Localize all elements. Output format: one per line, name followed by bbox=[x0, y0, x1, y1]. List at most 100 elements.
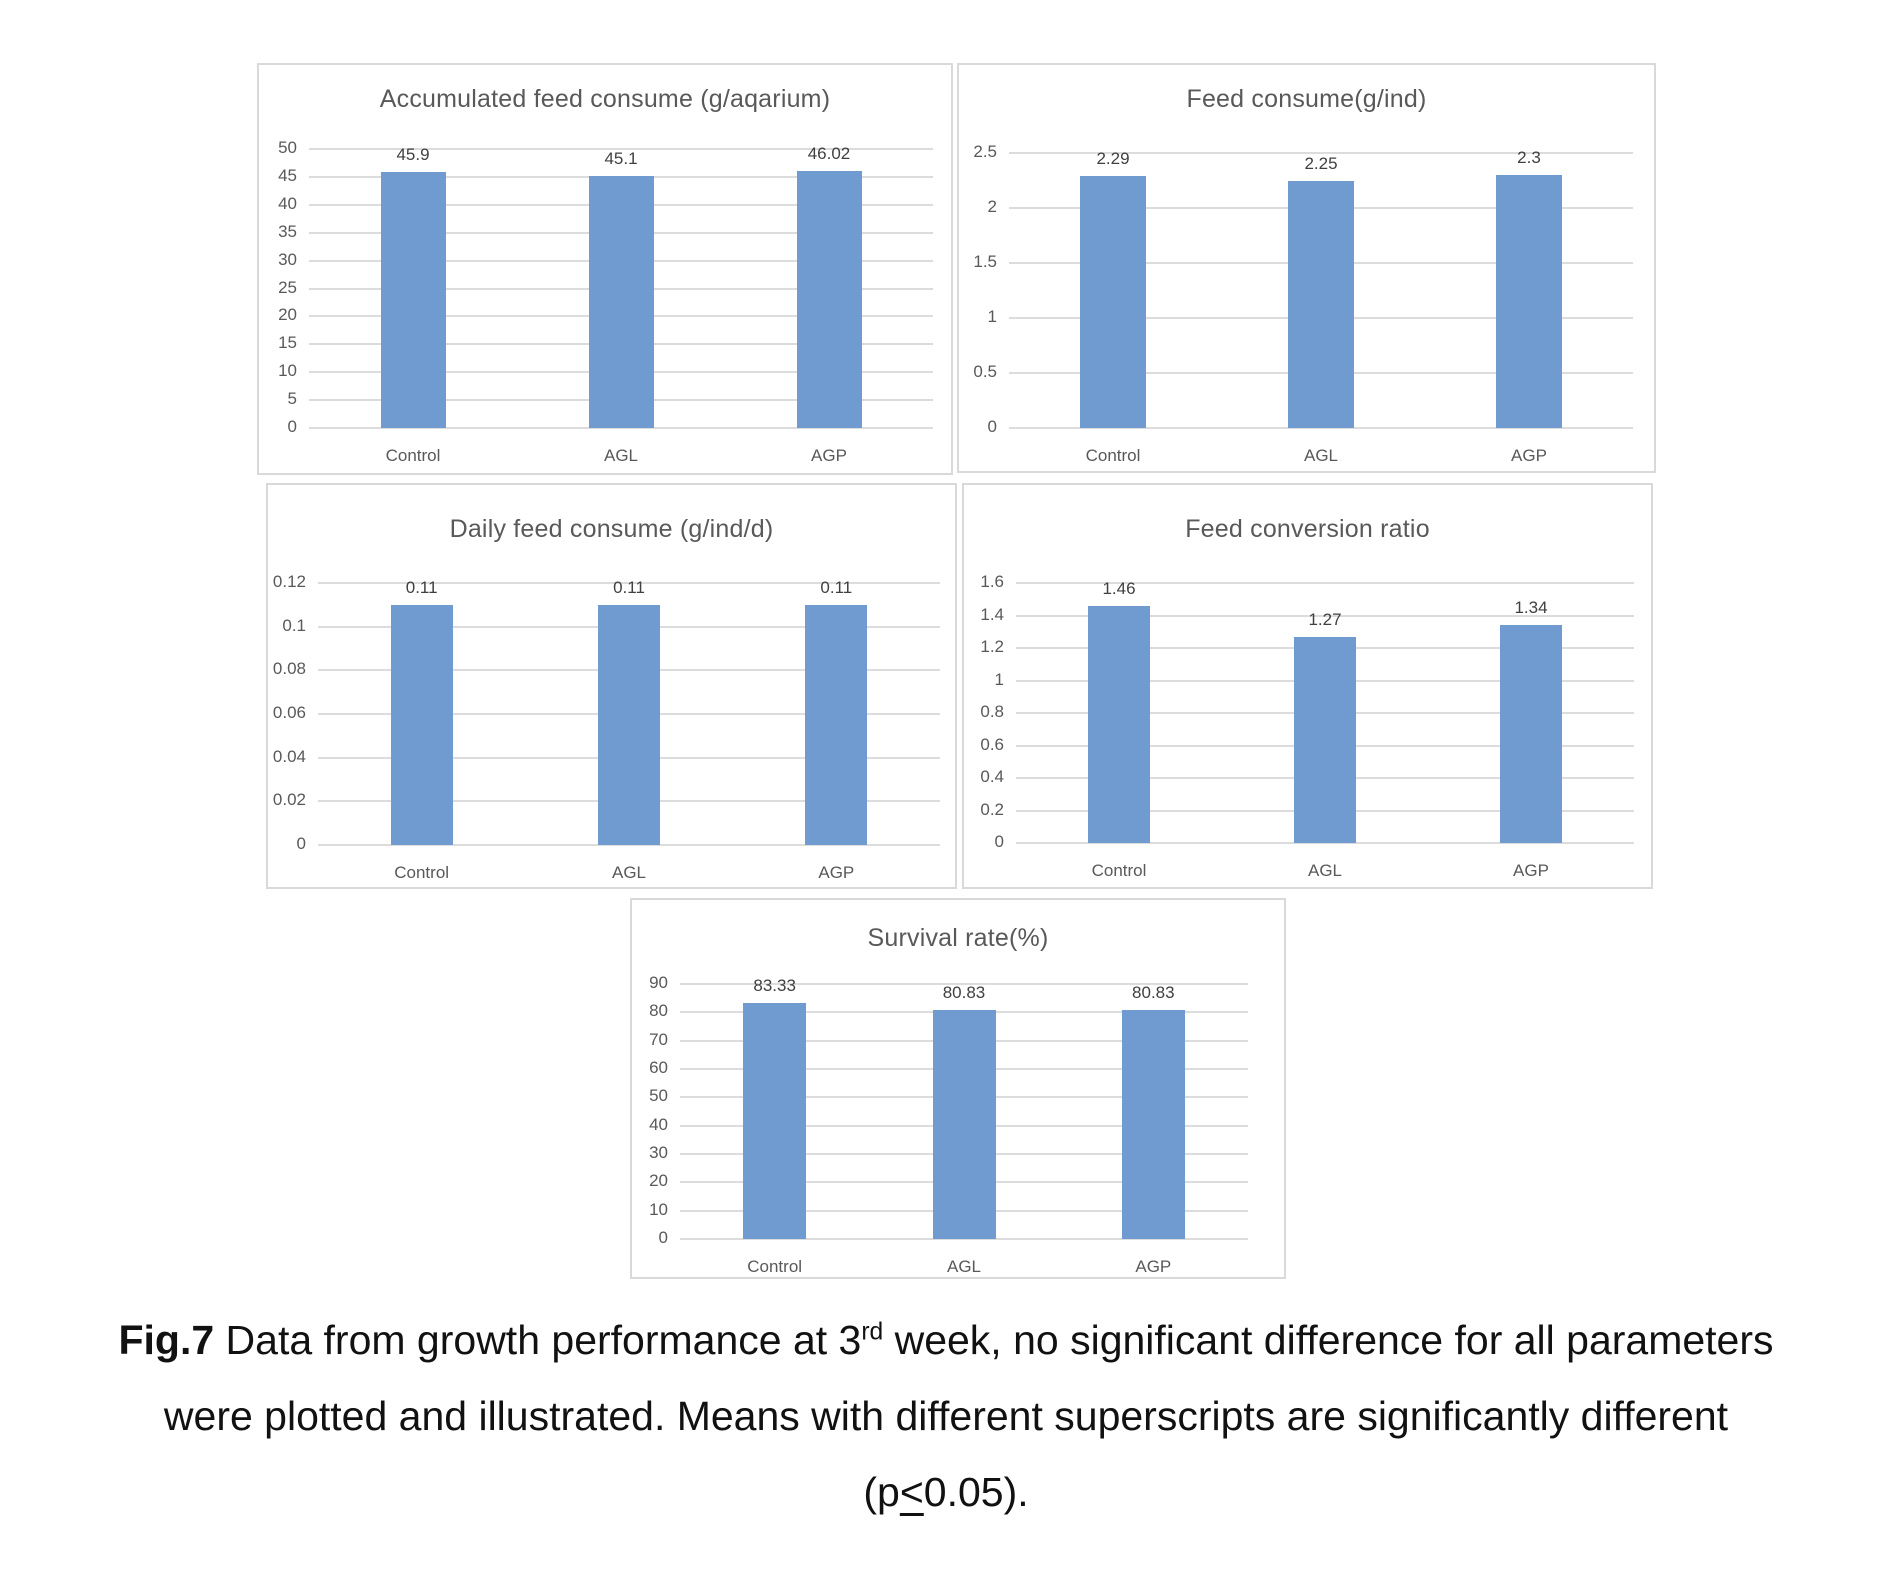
bar-value-label: 80.83 bbox=[942, 982, 986, 1002]
bar-control bbox=[743, 1002, 807, 1239]
bar-value-label: 1.27 bbox=[1308, 609, 1342, 629]
y-axis-tick-label: 0.12 bbox=[272, 572, 306, 591]
x-axis-label: Control bbox=[385, 446, 441, 465]
y-axis-tick-label: 15 bbox=[278, 333, 297, 353]
y-axis-tick-label: 0.4 bbox=[980, 767, 1004, 786]
x-axis-label: AGP bbox=[1513, 861, 1549, 880]
caption-text-3b: 0.05). bbox=[923, 1469, 1029, 1515]
bar-value-label: 80.83 bbox=[1132, 982, 1175, 1002]
x-axis-label: AGL bbox=[1303, 446, 1339, 465]
chart-title: Feed conversion ratio bbox=[1185, 515, 1430, 543]
bar-agp bbox=[1121, 1009, 1185, 1239]
bar-control bbox=[390, 604, 453, 845]
y-axis-tick-label: 20 bbox=[278, 305, 297, 325]
y-axis-tick-label: 35 bbox=[278, 221, 297, 241]
chart-title: Daily feed consume (g/ind/d) bbox=[449, 515, 774, 543]
y-axis-tick-label: 1.5 bbox=[973, 252, 997, 271]
y-axis-tick-label: 0 bbox=[987, 417, 997, 436]
y-axis-tick-label: 0.8 bbox=[980, 702, 1004, 721]
bar-control bbox=[1080, 176, 1146, 428]
chart-panel-accumulated-feed-consume: Accumulated feed consume (g/aqarium) 50 4… bbox=[257, 63, 953, 475]
chart-panel-daily-feed-consume: Daily feed consume (g/ind/d) 0.12 0.1 0.08… bbox=[266, 483, 957, 889]
x-axis-label: AGP bbox=[1511, 446, 1547, 465]
caption-line-1: Fig.7 Data from growth performance at 3r… bbox=[40, 1302, 1852, 1378]
y-axis-tick-label: 0.5 bbox=[973, 362, 997, 381]
bar-value-label: 46.02 bbox=[807, 144, 851, 164]
y-axis-tick-label: 0.2 bbox=[980, 799, 1004, 819]
x-axis-label: AGP bbox=[1135, 1257, 1172, 1276]
y-axis-tick-label: 20 bbox=[649, 1171, 668, 1191]
gridline bbox=[318, 844, 940, 846]
y-axis-tick-label: 30 bbox=[649, 1143, 668, 1162]
y-axis-tick-label: 2 bbox=[987, 197, 997, 216]
figure-caption: Fig.7 Data from growth performance at 3r… bbox=[40, 1302, 1852, 1530]
caption-line-3: (p<0.05). bbox=[40, 1454, 1852, 1530]
caption-text-1a: Data from growth performance at 3 bbox=[214, 1317, 862, 1363]
gridline bbox=[680, 1238, 1248, 1240]
y-axis-tick-label: 1.4 bbox=[980, 604, 1004, 624]
y-axis-tick-label: 1.6 bbox=[980, 572, 1004, 591]
x-axis-label: AGP bbox=[811, 446, 847, 465]
bar-agp bbox=[1496, 175, 1562, 428]
bar-agl bbox=[1294, 636, 1356, 843]
y-axis-tick-label: 40 bbox=[278, 193, 297, 213]
bar-value-label: 2.3 bbox=[1517, 148, 1541, 167]
y-axis-tick-label: 0 bbox=[296, 834, 306, 853]
caption-line-2: were plotted and illustrated. Means with… bbox=[163, 1393, 1729, 1439]
y-axis-tick-label: 45 bbox=[278, 165, 297, 185]
bar-agl bbox=[932, 1009, 996, 1239]
x-axis-label: Control bbox=[1085, 446, 1141, 465]
y-axis-tick-label: 1.2 bbox=[980, 637, 1004, 656]
x-axis-label: Control bbox=[394, 863, 450, 882]
y-axis-tick-label: 2.5 bbox=[973, 142, 997, 161]
y-axis-tick-label: 1 bbox=[987, 307, 997, 326]
figure-label: Fig.7 bbox=[118, 1317, 215, 1363]
y-axis-tick-label: 10 bbox=[278, 361, 297, 381]
bar-agp bbox=[796, 171, 862, 428]
y-axis-tick-label: 0 bbox=[658, 1228, 668, 1247]
gridline bbox=[680, 983, 1248, 985]
y-axis-tick-label: 0.02 bbox=[272, 790, 306, 810]
y-axis-tick-label: 90 bbox=[649, 973, 668, 992]
bar-agp bbox=[1500, 625, 1562, 843]
less-equal-symbol: < bbox=[899, 1469, 924, 1515]
caption-text-1b: week, no significant difference for all … bbox=[883, 1317, 1774, 1363]
bar-value-label: 2.25 bbox=[1304, 153, 1338, 173]
gridline bbox=[1016, 842, 1634, 844]
bar-agl bbox=[598, 604, 660, 845]
gridline bbox=[1009, 152, 1633, 154]
gridline bbox=[309, 148, 933, 150]
y-axis-tick-label: 50 bbox=[649, 1086, 668, 1106]
gridline bbox=[309, 427, 933, 429]
bar-value-label: 1.46 bbox=[1102, 578, 1136, 598]
y-axis-tick-label: 50 bbox=[278, 138, 297, 157]
y-axis-tick-label: 1 bbox=[994, 669, 1004, 689]
bar-value-label: 0.11 bbox=[405, 577, 438, 597]
y-axis-tick-label: 0.08 bbox=[272, 659, 306, 679]
y-axis-tick-label: 30 bbox=[278, 249, 297, 269]
y-axis-tick-label: 0.04 bbox=[272, 746, 306, 766]
y-axis-tick-label: 10 bbox=[649, 1199, 668, 1219]
y-axis-tick-label: 0.1 bbox=[282, 615, 306, 635]
bar-value-label: 83.33 bbox=[753, 975, 796, 995]
chart-title: Survival rate(%) bbox=[867, 924, 1049, 952]
bar-agl bbox=[1288, 180, 1354, 428]
bar-agp bbox=[805, 604, 868, 845]
bar-value-label: 45.9 bbox=[396, 144, 430, 164]
bar-control bbox=[380, 171, 446, 428]
y-axis-tick-label: 0.6 bbox=[980, 734, 1004, 754]
chart-title: Feed consume(g/ind) bbox=[1186, 85, 1427, 113]
y-axis-tick-label: 0 bbox=[287, 417, 297, 436]
gridline bbox=[1016, 614, 1634, 617]
bar-agl bbox=[588, 176, 654, 428]
gridline bbox=[1016, 582, 1634, 584]
x-axis-label: AGL bbox=[611, 863, 647, 882]
gridline bbox=[1009, 427, 1633, 429]
bar-control bbox=[1088, 605, 1150, 843]
bar-value-label: 0.11 bbox=[820, 577, 853, 597]
gridline bbox=[318, 582, 940, 584]
y-axis-tick-label: 25 bbox=[278, 277, 297, 297]
bar-value-label: 0.11 bbox=[613, 577, 645, 597]
y-axis-tick-label: 80 bbox=[649, 1001, 668, 1021]
y-axis-tick-label: 60 bbox=[649, 1058, 668, 1077]
